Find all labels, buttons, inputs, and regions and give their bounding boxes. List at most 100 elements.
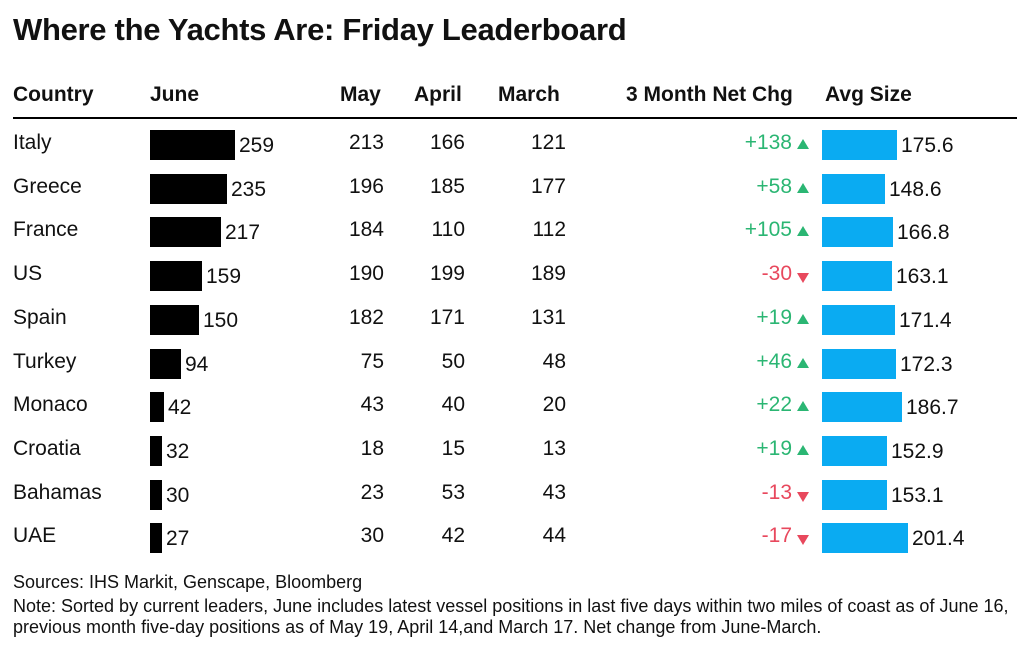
april-value: 50: [441, 349, 465, 373]
march-value: 121: [530, 131, 566, 154]
may-value: 213: [348, 131, 384, 154]
april-value: 185: [429, 174, 465, 198]
country-label: UAE: [13, 524, 57, 548]
avg-size-value-label: 175.6: [901, 134, 954, 157]
may-value: 23: [360, 480, 384, 504]
country-label: France: [13, 218, 79, 242]
may-value: 190: [348, 262, 384, 286]
avg-size-value-label: 171.4: [899, 308, 952, 332]
avg-size-value-label: 186.7: [906, 396, 959, 420]
avg-size-bar: [822, 523, 908, 554]
table-row: UAE 27 30 42 44 -17 201.4: [0, 514, 1024, 558]
march-value: 112: [532, 218, 566, 242]
june-value-label: 235: [231, 177, 267, 201]
may-value: 30: [360, 524, 384, 548]
net-change-value: +138: [744, 131, 792, 154]
table-row: Turkey 94 75 50 48 +46 172.3: [0, 340, 1024, 384]
june-value-label: 27: [166, 527, 190, 551]
may-value: 43: [360, 393, 384, 417]
down-triangle-icon: [797, 491, 809, 502]
header-may: May: [340, 83, 381, 106]
may-value: 196: [348, 174, 384, 198]
avg-size-bar: [822, 304, 895, 335]
net-change-value: +19: [756, 436, 792, 460]
table-row: Monaco 42 43 40 20 +22 186.7: [0, 383, 1024, 427]
june-bar: [150, 479, 162, 510]
avg-size-value-label: 152.9: [891, 439, 944, 463]
march-value: 20: [542, 393, 566, 417]
april-value: 199: [429, 262, 465, 286]
up-triangle-icon: [797, 182, 809, 193]
april-value: 171: [429, 305, 465, 329]
country-label: Turkey: [13, 349, 77, 373]
table-row: Spain 150 182 171 131 +19 171.4: [0, 296, 1024, 340]
march-value: 13: [542, 436, 566, 460]
june-value-label: 30: [166, 483, 190, 507]
header-june: June: [150, 83, 200, 106]
may-value: 182: [348, 305, 384, 329]
country-label: Italy: [13, 131, 52, 154]
header-country: Country: [13, 83, 94, 106]
april-value: 110: [431, 218, 465, 242]
june-value-label: 150: [203, 308, 239, 332]
net-change-value: +46: [756, 349, 792, 373]
table-row: US 159 190 199 189 -30 163.1: [0, 252, 1024, 296]
avg-size-bar: [822, 435, 887, 466]
may-value: 75: [360, 349, 384, 373]
june-bar: [150, 130, 235, 160]
net-change-value: +105: [744, 218, 792, 242]
chart-title: Where the Yachts Are: Friday Leaderboard: [13, 12, 627, 47]
march-value: 131: [530, 305, 566, 329]
country-label: Bahamas: [13, 480, 102, 504]
march-value: 177: [530, 174, 566, 198]
header-avg-size: Avg Size: [825, 83, 912, 106]
table-row: Italy 259 213 166 121 +138 175.6: [0, 121, 1024, 165]
avg-size-value-label: 166.8: [897, 221, 950, 245]
june-value-label: 94: [185, 352, 209, 376]
avg-size-value-label: 201.4: [912, 527, 965, 551]
june-value-label: 159: [206, 265, 242, 289]
april-value: 53: [441, 480, 465, 504]
june-bar: [150, 392, 164, 423]
table-row: France 217 184 110 112 +105 166.8: [0, 208, 1024, 252]
table-row: Bahamas 30 23 53 43 -13 153.1: [0, 471, 1024, 515]
table-row: Croatia 32 18 15 13 +19 152.9: [0, 427, 1024, 471]
april-value: 166: [429, 131, 465, 154]
april-value: 42: [441, 524, 465, 548]
march-value: 43: [542, 480, 566, 504]
june-value-label: 217: [225, 221, 261, 245]
may-value: 18: [360, 436, 384, 460]
avg-size-value-label: 163.1: [896, 265, 949, 289]
note-text: Note: Sorted by current leaders, June in…: [13, 596, 1009, 637]
june-bar: [150, 173, 227, 204]
june-bar: [150, 261, 202, 292]
up-triangle-icon: [797, 139, 809, 149]
june-value-label: 32: [166, 439, 190, 463]
country-label: Greece: [13, 174, 82, 198]
march-value: 189: [530, 262, 566, 286]
june-bar: [150, 348, 181, 379]
avg-size-bar: [822, 173, 885, 204]
avg-size-value-label: 153.1: [891, 483, 944, 507]
avg-size-bar: [822, 479, 887, 510]
header-net-change: 3 Month Net Chg: [626, 83, 793, 106]
may-value: 184: [348, 218, 384, 242]
june-value-label: 259: [239, 134, 275, 157]
avg-size-value-label: 172.3: [900, 352, 953, 376]
avg-size-bar: [822, 392, 902, 423]
avg-size-bar: [822, 217, 893, 248]
net-change-value: +19: [756, 305, 792, 329]
down-triangle-icon: [797, 535, 809, 546]
up-triangle-icon: [797, 226, 809, 237]
march-value: 44: [542, 524, 566, 548]
down-triangle-icon: [797, 273, 809, 284]
april-value: 15: [441, 436, 465, 460]
up-triangle-icon: [797, 401, 809, 412]
june-bar: [150, 523, 162, 554]
country-label: Monaco: [13, 393, 88, 417]
avg-size-bar: [822, 130, 897, 160]
net-change-value: -30: [761, 262, 792, 286]
net-change-value: +58: [756, 174, 792, 198]
june-bar: [150, 435, 162, 466]
sources-text: Sources: IHS Markit, Genscape, Bloomberg: [13, 572, 363, 592]
